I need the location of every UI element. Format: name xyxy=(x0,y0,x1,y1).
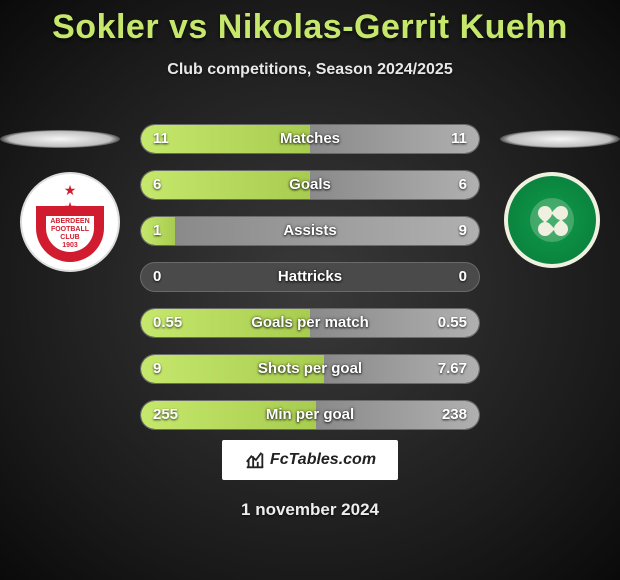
brand-badge: FcTables.com xyxy=(222,440,398,480)
crest-left-text: ABERDEENFOOTBALLCLUB1903 xyxy=(22,218,118,250)
stat-label: Min per goal xyxy=(141,401,479,429)
stat-value-left: 0.55 xyxy=(153,309,182,337)
stat-value-left: 6 xyxy=(153,171,161,199)
page-title: Sokler vs Nikolas-Gerrit Kuehn xyxy=(0,0,620,47)
stat-row: 0 0Hattricks xyxy=(140,262,480,292)
club-crest-left: ABERDEENFOOTBALLCLUB1903 xyxy=(20,172,120,272)
stat-label: Hattricks xyxy=(141,263,479,291)
stat-value-right: 9 xyxy=(459,217,467,245)
stat-value-left: 255 xyxy=(153,401,178,429)
stats-container: 1111Matches66Goals19Assists00Hattricks0.… xyxy=(140,124,480,446)
platform-left xyxy=(0,130,120,148)
stat-row: 255 238Min per goal xyxy=(140,400,480,430)
stat-value-right: 0 xyxy=(459,263,467,291)
clover-icon xyxy=(538,206,568,236)
stat-row: 1 9Assists xyxy=(140,216,480,246)
stat-row: 6 6Goals xyxy=(140,170,480,200)
stat-label: Shots per goal xyxy=(141,355,479,383)
stat-row: 9 7.67Shots per goal xyxy=(140,354,480,384)
chart-icon xyxy=(244,449,266,471)
stat-label: Matches xyxy=(141,125,479,153)
stat-value-left: 0 xyxy=(153,263,161,291)
page-subtitle: Club competitions, Season 2024/2025 xyxy=(0,61,620,79)
platform-right xyxy=(500,130,620,148)
club-crest-right xyxy=(504,172,600,268)
stat-value-left: 9 xyxy=(153,355,161,383)
stat-value-left: 11 xyxy=(153,125,169,153)
stat-row: 0.55 0.55Goals per match xyxy=(140,308,480,338)
stat-label: Goals xyxy=(141,171,479,199)
stat-value-left: 1 xyxy=(153,217,161,245)
stat-label: Goals per match xyxy=(141,309,479,337)
stat-value-right: 0.55 xyxy=(438,309,467,337)
brand-text: FcTables.com xyxy=(270,451,376,469)
stat-value-right: 11 xyxy=(451,125,467,153)
stat-value-right: 7.67 xyxy=(438,355,467,383)
stat-row: 11 11Matches xyxy=(140,124,480,154)
date-text: 1 november 2024 xyxy=(0,500,620,520)
stat-value-right: 6 xyxy=(459,171,467,199)
stat-label: Assists xyxy=(141,217,479,245)
stat-value-right: 238 xyxy=(442,401,467,429)
